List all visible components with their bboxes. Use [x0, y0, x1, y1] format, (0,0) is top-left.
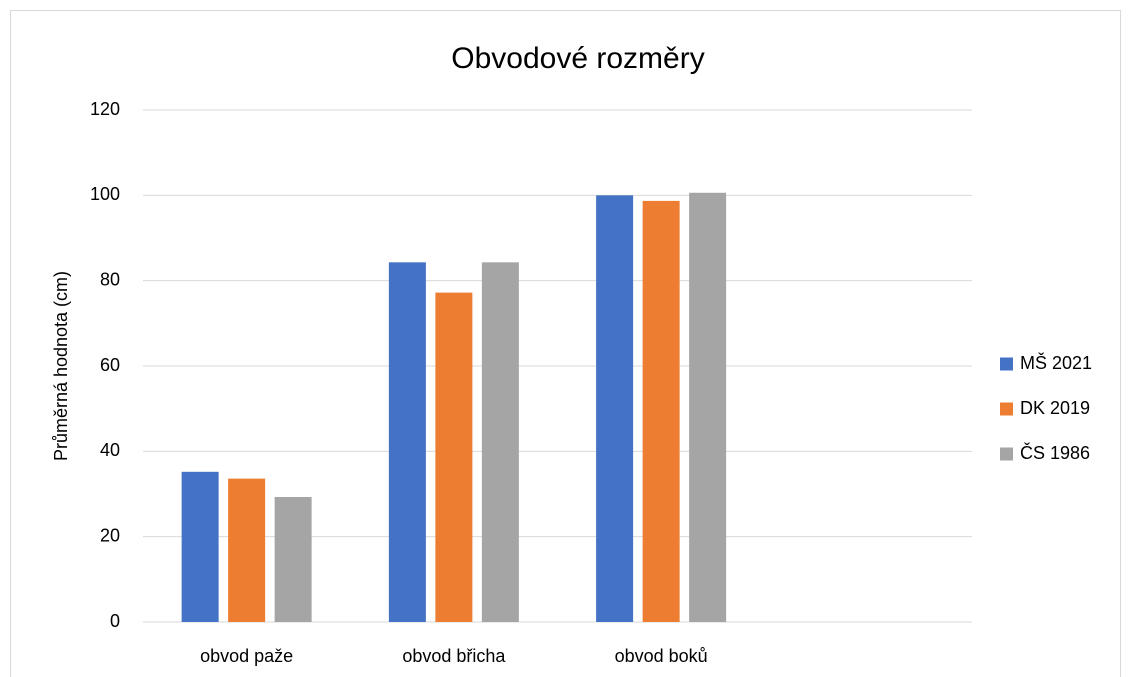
y-tick-label: 80 [100, 269, 120, 289]
legend-swatch [1000, 402, 1013, 416]
legend-label: MŠ 2021 [1020, 352, 1092, 373]
bar [596, 195, 634, 623]
bar [388, 262, 426, 622]
bar [435, 292, 473, 622]
y-tick-label: 40 [100, 440, 120, 460]
bar [274, 496, 312, 622]
legend-label: ČS 1986 [1020, 442, 1090, 463]
bar [689, 192, 727, 623]
chart-title: Obvodové rozměry [451, 42, 704, 75]
legend-swatch [1000, 447, 1013, 461]
x-tick-label: obvod boků [615, 646, 708, 666]
y-tick-label: 60 [100, 355, 120, 375]
y-tick-label: 0 [110, 611, 120, 631]
y-tick-label: 120 [90, 99, 120, 119]
bar [481, 262, 519, 622]
x-tick-label: obvod břicha [402, 646, 506, 666]
y-tick-label: 100 [90, 184, 120, 204]
bar [642, 200, 680, 622]
bar [181, 471, 219, 622]
legend-label: DK 2019 [1020, 398, 1090, 418]
bar [228, 478, 266, 622]
x-tick-label: obvod paže [200, 646, 293, 666]
legend-swatch [1000, 357, 1013, 371]
y-axis-label: Průměrná hodnota (cm) [51, 271, 71, 461]
y-tick-label: 20 [100, 525, 120, 545]
